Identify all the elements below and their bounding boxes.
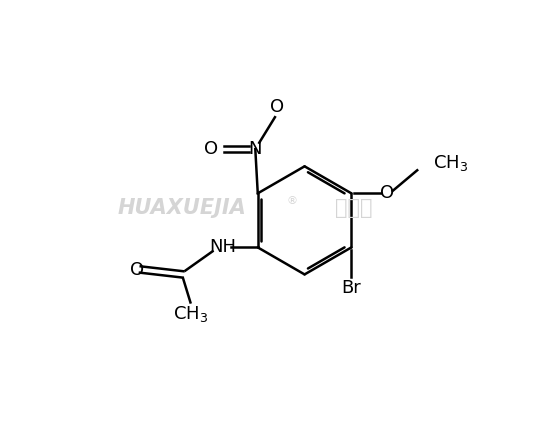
Text: 化学加: 化学加 [335, 198, 372, 218]
Text: N: N [249, 140, 262, 158]
Text: O: O [204, 140, 218, 158]
Text: O: O [130, 261, 144, 279]
Text: HUAXUEJIA: HUAXUEJIA [118, 198, 246, 218]
Text: O: O [380, 184, 394, 202]
Text: CH$_3$: CH$_3$ [433, 153, 469, 173]
Text: CH$_3$: CH$_3$ [173, 304, 208, 324]
Text: NH: NH [209, 239, 236, 256]
Text: Br: Br [342, 279, 361, 297]
Text: O: O [270, 98, 284, 116]
Text: ®: ® [287, 196, 298, 206]
